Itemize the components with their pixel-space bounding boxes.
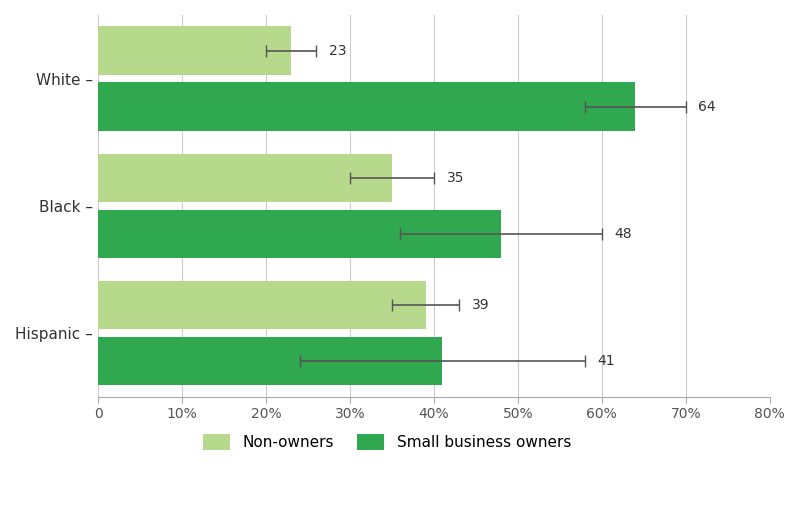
Text: 23: 23 (329, 44, 346, 58)
Bar (98, 27, 291, 75)
Bar (98, 154, 392, 202)
Text: 39: 39 (472, 298, 490, 312)
Text: 41: 41 (598, 354, 615, 369)
Bar (98, 82, 635, 131)
Legend: Non-owners, Small business owners: Non-owners, Small business owners (195, 427, 578, 458)
Bar (98, 337, 442, 386)
Text: 35: 35 (446, 171, 464, 185)
Bar (98, 210, 501, 258)
Text: 64: 64 (698, 100, 716, 114)
Text: 48: 48 (614, 227, 632, 241)
Bar (98, 281, 426, 329)
